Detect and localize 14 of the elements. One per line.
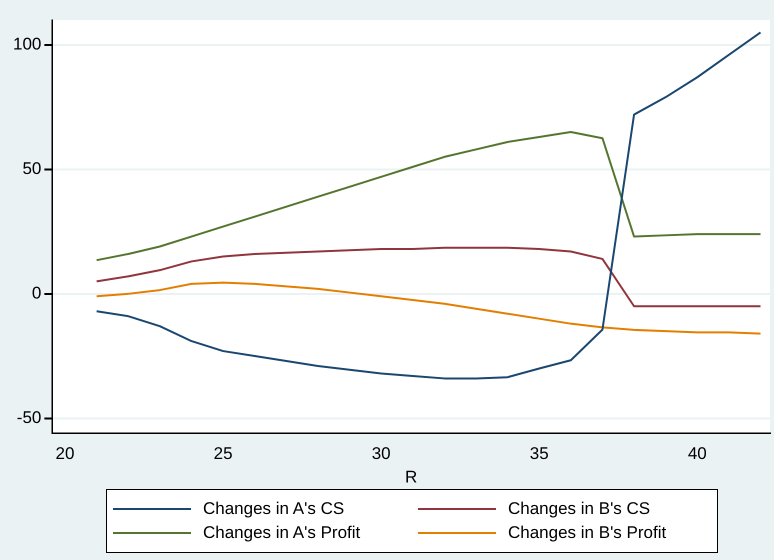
y-tick-label: 0 (32, 283, 42, 302)
legend-label: Changes in B's CS (508, 499, 650, 519)
legend-label: Changes in B's Profit (508, 523, 666, 543)
y-tick-label: 100 (12, 34, 42, 54)
legend-label: Changes in A's CS (203, 499, 344, 519)
legend-label: Changes in A's Profit (203, 523, 360, 543)
x-tick-label: 20 (56, 444, 74, 464)
x-tick-label: 25 (214, 444, 233, 464)
x-tick-label: 40 (688, 444, 707, 464)
y-tick-label: -50 (16, 408, 42, 427)
x-axis-title: R (405, 467, 418, 486)
x-tick-label: 30 (372, 444, 391, 464)
x-tick-label: 35 (530, 444, 549, 464)
y-tick-label: 50 (22, 159, 42, 178)
